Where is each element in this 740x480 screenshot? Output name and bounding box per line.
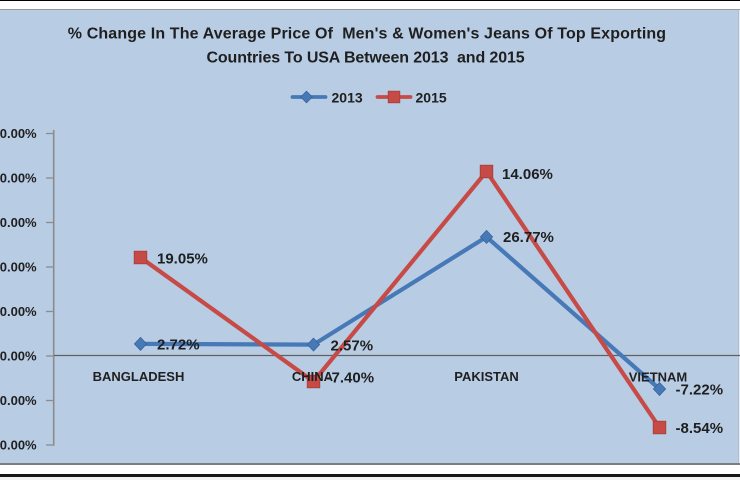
svg-text:-7.22%: -7.22% [676, 381, 724, 398]
svg-text:-10.00%: -10.00% [0, 393, 37, 408]
svg-text:CHINA: CHINA [292, 369, 334, 384]
svg-text:2015: 2015 [416, 89, 447, 105]
svg-text:0.00%: 0.00% [0, 349, 37, 364]
svg-text:2.57%: 2.57% [331, 337, 374, 354]
svg-text:10.00%: 10.00% [0, 304, 37, 319]
svg-text:-7.40%: -7.40% [327, 370, 375, 387]
svg-text:26.77%: 26.77% [503, 229, 554, 246]
svg-text:PAKISTAN: PAKISTAN [454, 369, 519, 384]
svg-text:% Change In The Average Price: % Change In The Average Price Of Men's &… [68, 25, 666, 42]
svg-text:30.00%: 30.00% [0, 215, 37, 230]
svg-text:40.00%: 40.00% [0, 171, 37, 186]
svg-text:-20.00%: -20.00% [0, 438, 37, 453]
svg-text:20.00%: 20.00% [0, 260, 37, 275]
svg-text:50.00%: 50.00% [0, 126, 37, 141]
svg-text:14.06%: 14.06% [502, 166, 553, 183]
svg-text:VIETNAM: VIETNAM [629, 370, 688, 385]
svg-text:2.72%: 2.72% [157, 336, 200, 353]
svg-text:-8.54%: -8.54% [676, 420, 724, 437]
svg-text:19.05%: 19.05% [157, 250, 208, 267]
svg-text:Countries To USA Between 2013: Countries To USA Between 2013 and 2015 [206, 49, 524, 66]
svg-text:2013: 2013 [332, 89, 363, 105]
svg-text:BANGLADESH: BANGLADESH [93, 369, 185, 384]
